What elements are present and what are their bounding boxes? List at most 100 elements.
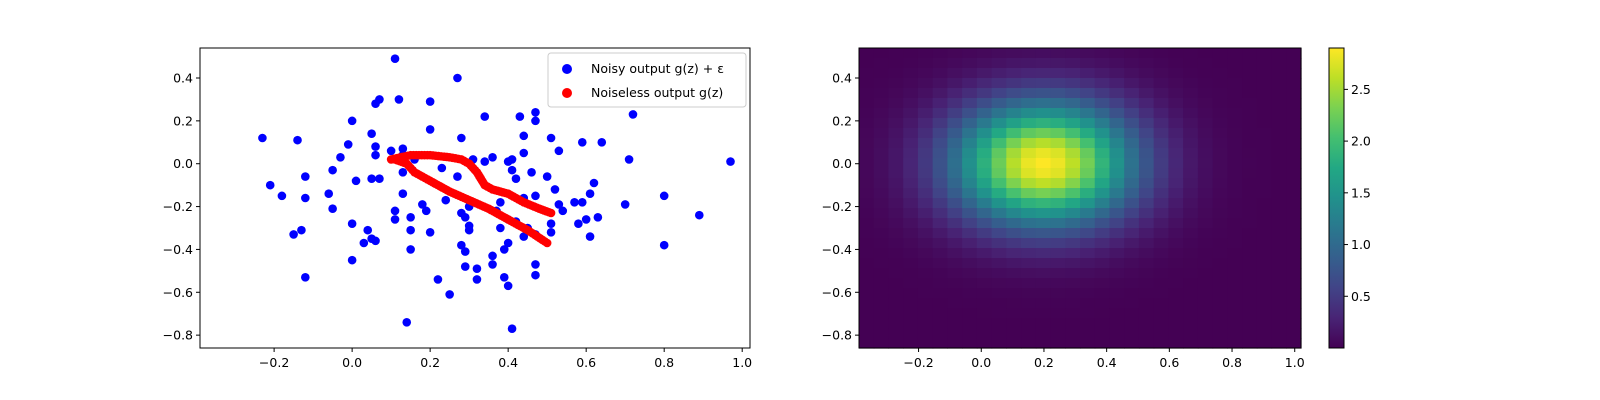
heatmap-cell	[1256, 48, 1273, 59]
heatmap-cell	[1035, 248, 1052, 259]
heatmap-cell	[1021, 138, 1037, 149]
heatmap-cell	[1035, 158, 1052, 169]
heatmap-cell	[1242, 118, 1258, 129]
heatmap-cell	[976, 238, 993, 249]
heatmap-cell	[1227, 208, 1243, 219]
heatmap-cell	[1065, 168, 1081, 179]
noisy-point	[371, 150, 380, 160]
heatmap-cell	[917, 308, 934, 319]
noisy-point	[464, 225, 474, 235]
heatmap-cell	[1109, 288, 1125, 299]
heatmap-cell	[991, 248, 1007, 259]
heatmap-cell	[1021, 328, 1037, 339]
heatmap-cell	[1080, 68, 1096, 79]
heatmap-cell	[1227, 268, 1243, 279]
heatmap-cell	[1286, 58, 1302, 69]
heatmap-cell	[888, 48, 904, 59]
heatmap-cell	[1109, 198, 1125, 209]
y-tick-label: −0.8	[822, 328, 852, 343]
heatmap-cell	[1183, 338, 1199, 349]
heatmap-cell	[1183, 98, 1199, 109]
noisy-point	[265, 180, 275, 190]
heatmap-cell	[1094, 298, 1111, 309]
heatmap-cell	[1183, 218, 1199, 229]
heatmap-cell	[1197, 158, 1214, 169]
heatmap-cell	[1227, 138, 1243, 149]
heatmap-cell	[1065, 128, 1081, 139]
heatmap-cell	[1256, 258, 1273, 269]
heatmap-cell	[903, 108, 919, 119]
heatmap-cell	[976, 168, 993, 179]
heatmap-cell	[1050, 318, 1066, 329]
heatmap-cell	[1183, 48, 1199, 59]
heatmap-cell	[1109, 258, 1125, 269]
heatmap-cell	[1227, 68, 1243, 79]
heatmap-cell	[1138, 328, 1155, 339]
heatmap-cell	[1286, 78, 1302, 89]
heatmap-cell	[1021, 198, 1037, 209]
heatmap-cell	[1286, 338, 1302, 349]
heatmap-cell	[917, 228, 934, 239]
noisy-point	[343, 140, 353, 149]
heatmap-cell	[976, 288, 993, 299]
heatmap-cell	[859, 238, 875, 249]
heatmap-cell	[1138, 188, 1155, 199]
heatmap-cell	[1183, 318, 1199, 329]
heatmap-cell	[1080, 108, 1096, 119]
heatmap-cell	[1271, 238, 1287, 249]
heatmap-cell	[1271, 248, 1287, 259]
heatmap-cell	[1256, 278, 1273, 289]
heatmap-cell	[888, 128, 904, 139]
heatmap-cell	[976, 58, 993, 69]
heatmap-cell	[1168, 108, 1184, 119]
heatmap-cell	[1021, 78, 1037, 89]
heatmap-cell	[1271, 168, 1287, 179]
heatmap-cell	[947, 278, 963, 289]
heatmap-cell	[1271, 68, 1287, 79]
heatmap-cell	[1021, 48, 1037, 59]
heatmap-cell	[1256, 98, 1273, 109]
heatmap-cell	[1212, 338, 1228, 349]
heatmap-cell	[1065, 328, 1081, 339]
noisy-point	[659, 240, 669, 250]
heatmap-cell	[962, 118, 978, 129]
heatmap-cell	[1080, 208, 1096, 219]
heatmap-cell	[1212, 168, 1228, 179]
heatmap-cell	[1021, 288, 1037, 299]
heatmap-cell	[1124, 78, 1140, 89]
heatmap-cell	[1197, 218, 1214, 229]
heatmap-cell	[1138, 278, 1155, 289]
heatmap-cell	[1035, 268, 1052, 279]
heatmap-cell	[1021, 258, 1037, 269]
heatmap-cell	[873, 98, 890, 109]
heatmap-cell	[1138, 308, 1155, 319]
heatmap-cell	[1021, 228, 1037, 239]
heatmap-cell	[947, 338, 963, 349]
noisy-point	[488, 152, 497, 162]
heatmap-cell	[1050, 48, 1066, 59]
heatmap-cell	[1242, 78, 1258, 89]
heatmap-cell	[1256, 158, 1273, 169]
y-tick-label: 0.2	[832, 113, 852, 128]
heatmap-cell	[903, 138, 919, 149]
heatmap-cell	[1168, 278, 1184, 289]
heatmap-cell	[1183, 88, 1199, 99]
heatmap-cell	[903, 148, 919, 159]
heatmap-cell	[932, 298, 948, 309]
heatmap-cell	[1197, 48, 1214, 59]
heatmap-cell	[932, 178, 948, 189]
heatmap-cell	[1197, 108, 1214, 119]
heatmap-cell	[1256, 238, 1273, 249]
y-tick-label: 0.2	[173, 113, 193, 128]
heatmap-cell	[1006, 58, 1022, 69]
heatmap-cell	[962, 98, 978, 109]
heatmap-cell	[1197, 328, 1214, 339]
heatmap-cell	[1094, 148, 1111, 159]
heatmap-cell	[888, 148, 904, 159]
heatmap-cell	[932, 318, 948, 329]
heatmap-cell	[1109, 238, 1125, 249]
heatmap-cell	[1271, 268, 1287, 279]
heatmap-cell	[1212, 188, 1228, 199]
heatmap-cell	[1138, 248, 1155, 259]
heatmap-cell	[1124, 198, 1140, 209]
